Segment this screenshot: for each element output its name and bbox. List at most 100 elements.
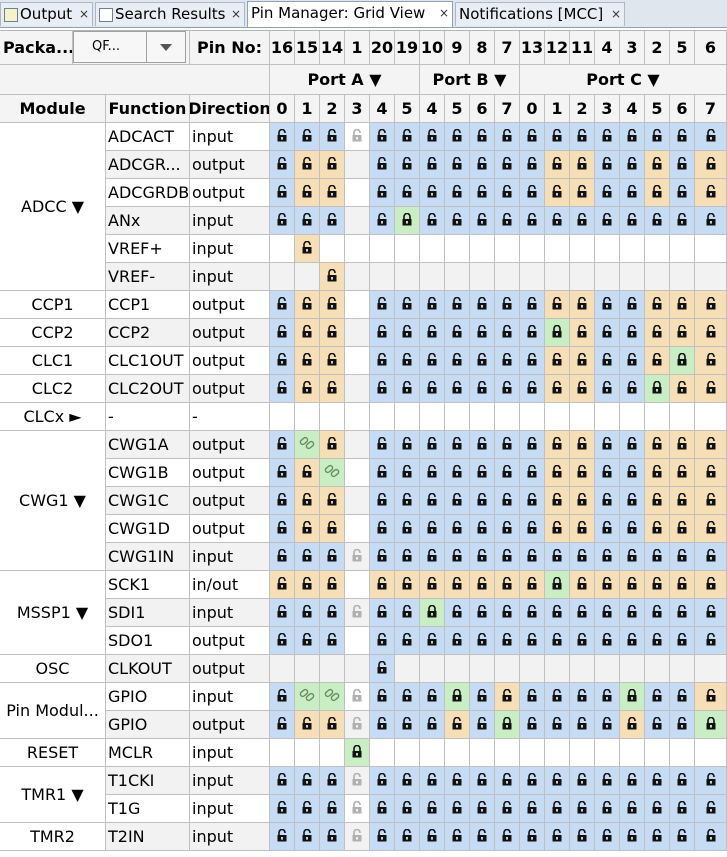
unlocked-pin-cell[interactable] xyxy=(670,711,695,739)
unlocked-pin-cell[interactable] xyxy=(545,683,570,711)
unlocked-pin-cell[interactable] xyxy=(295,291,320,319)
unlocked-pin-cell[interactable] xyxy=(295,823,320,851)
unlocked-pin-cell[interactable] xyxy=(470,207,495,235)
unlocked-pin-cell[interactable] xyxy=(695,319,727,347)
unlocked-pin-cell[interactable] xyxy=(395,515,420,543)
unlocked-pin-cell[interactable] xyxy=(295,459,320,487)
unlocked-pin-cell[interactable] xyxy=(445,291,470,319)
unlocked-pin-cell[interactable] xyxy=(320,431,345,459)
unlocked-pin-cell[interactable] xyxy=(620,571,645,599)
unlocked-pin-cell[interactable] xyxy=(570,711,595,739)
unlocked-pin-cell[interactable] xyxy=(645,319,670,347)
unlocked-pin-cell[interactable] xyxy=(645,711,670,739)
unlocked-pin-cell[interactable] xyxy=(695,291,727,319)
unlocked-pin-cell[interactable] xyxy=(495,431,520,459)
unlocked-pin-cell[interactable] xyxy=(695,795,727,823)
unlocked-pin-cell[interactable] xyxy=(595,459,620,487)
unlocked-pin-cell[interactable] xyxy=(395,543,420,571)
module-cell[interactable]: CLC1 xyxy=(0,347,106,375)
unlocked-pin-cell[interactable] xyxy=(370,711,395,739)
close-icon[interactable]: × xyxy=(230,7,241,21)
unlocked-pin-cell[interactable] xyxy=(520,207,545,235)
locked-pin-cell[interactable] xyxy=(645,375,670,403)
unlocked-pin-cell[interactable] xyxy=(545,431,570,459)
unlocked-pin-cell[interactable] xyxy=(395,571,420,599)
unlocked-pin-cell[interactable] xyxy=(270,543,295,571)
unlocked-pin-cell[interactable] xyxy=(470,375,495,403)
unlocked-pin-cell[interactable] xyxy=(520,627,545,655)
locked-pin-cell[interactable] xyxy=(620,683,645,711)
unlocked-pin-cell[interactable] xyxy=(620,291,645,319)
unlocked-pin-cell[interactable] xyxy=(570,683,595,711)
unlocked-pin-cell[interactable] xyxy=(395,347,420,375)
unlocked-pin-cell[interactable] xyxy=(645,795,670,823)
unlocked-pin-cell[interactable] xyxy=(420,207,445,235)
linked-pin-cell[interactable] xyxy=(295,431,320,459)
unlocked-pin-cell[interactable] xyxy=(595,123,620,151)
unlocked-pin-cell[interactable] xyxy=(570,487,595,515)
unlocked-pin-cell[interactable] xyxy=(545,459,570,487)
unlocked-pin-cell[interactable] xyxy=(470,599,495,627)
unlocked-pin-cell[interactable] xyxy=(470,711,495,739)
disabled-pin-cell[interactable] xyxy=(345,711,370,739)
tab-output[interactable]: Output × xyxy=(0,2,93,26)
unlocked-pin-cell[interactable] xyxy=(270,375,295,403)
disabled-pin-cell[interactable] xyxy=(345,683,370,711)
unlocked-pin-cell[interactable] xyxy=(395,459,420,487)
unlocked-pin-cell[interactable] xyxy=(570,795,595,823)
unlocked-pin-cell[interactable] xyxy=(445,431,470,459)
unlocked-pin-cell[interactable] xyxy=(470,823,495,851)
unlocked-pin-cell[interactable] xyxy=(370,599,395,627)
close-icon[interactable]: × xyxy=(610,7,621,21)
unlocked-pin-cell[interactable] xyxy=(395,627,420,655)
unlocked-pin-cell[interactable] xyxy=(495,515,520,543)
unlocked-pin-cell[interactable] xyxy=(495,543,520,571)
unlocked-pin-cell[interactable] xyxy=(495,151,520,179)
unlocked-pin-cell[interactable] xyxy=(645,571,670,599)
module-cell[interactable]: CCP1 xyxy=(0,291,106,319)
unlocked-pin-cell[interactable] xyxy=(570,151,595,179)
tab-pin-manager-grid-view[interactable]: Pin Manager: Grid View × xyxy=(247,1,453,27)
unlocked-pin-cell[interactable] xyxy=(420,459,445,487)
unlocked-pin-cell[interactable] xyxy=(570,627,595,655)
unlocked-pin-cell[interactable] xyxy=(570,179,595,207)
unlocked-pin-cell[interactable] xyxy=(520,515,545,543)
unlocked-pin-cell[interactable] xyxy=(570,543,595,571)
unlocked-pin-cell[interactable] xyxy=(445,151,470,179)
unlocked-pin-cell[interactable] xyxy=(445,711,470,739)
unlocked-pin-cell[interactable] xyxy=(520,179,545,207)
unlocked-pin-cell[interactable] xyxy=(470,459,495,487)
unlocked-pin-cell[interactable] xyxy=(370,683,395,711)
unlocked-pin-cell[interactable] xyxy=(320,319,345,347)
unlocked-pin-cell[interactable] xyxy=(370,319,395,347)
unlocked-pin-cell[interactable] xyxy=(520,319,545,347)
unlocked-pin-cell[interactable] xyxy=(395,795,420,823)
unlocked-pin-cell[interactable] xyxy=(595,599,620,627)
unlocked-pin-cell[interactable] xyxy=(370,571,395,599)
unlocked-pin-cell[interactable] xyxy=(695,627,727,655)
chevron-down-icon[interactable] xyxy=(146,32,185,62)
unlocked-pin-cell[interactable] xyxy=(620,459,645,487)
unlocked-pin-cell[interactable] xyxy=(595,151,620,179)
unlocked-pin-cell[interactable] xyxy=(545,487,570,515)
unlocked-pin-cell[interactable] xyxy=(670,207,695,235)
unlocked-pin-cell[interactable] xyxy=(470,627,495,655)
unlocked-pin-cell[interactable] xyxy=(445,319,470,347)
unlocked-pin-cell[interactable] xyxy=(295,599,320,627)
unlocked-pin-cell[interactable] xyxy=(670,151,695,179)
unlocked-pin-cell[interactable] xyxy=(495,487,520,515)
linked-pin-cell[interactable] xyxy=(320,459,345,487)
unlocked-pin-cell[interactable] xyxy=(270,711,295,739)
unlocked-pin-cell[interactable] xyxy=(670,543,695,571)
disabled-pin-cell[interactable] xyxy=(345,795,370,823)
unlocked-pin-cell[interactable] xyxy=(695,151,727,179)
unlocked-pin-cell[interactable] xyxy=(370,431,395,459)
unlocked-pin-cell[interactable] xyxy=(545,795,570,823)
unlocked-pin-cell[interactable] xyxy=(320,571,345,599)
module-cell[interactable]: ADCC ▼ xyxy=(0,123,106,291)
module-cell[interactable]: CWG1 ▼ xyxy=(0,431,106,571)
unlocked-pin-cell[interactable] xyxy=(270,291,295,319)
unlocked-pin-cell[interactable] xyxy=(670,319,695,347)
unlocked-pin-cell[interactable] xyxy=(495,683,520,711)
unlocked-pin-cell[interactable] xyxy=(545,375,570,403)
